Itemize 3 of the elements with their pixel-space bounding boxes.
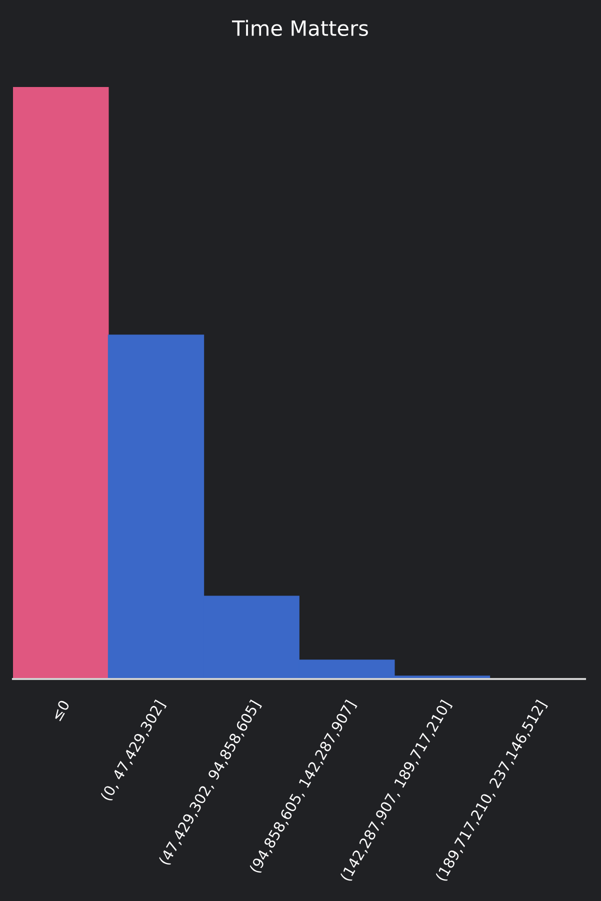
x-tick-label: ≤0 xyxy=(50,699,70,722)
chart-title: Time Matters xyxy=(232,20,368,36)
bar xyxy=(13,87,109,679)
